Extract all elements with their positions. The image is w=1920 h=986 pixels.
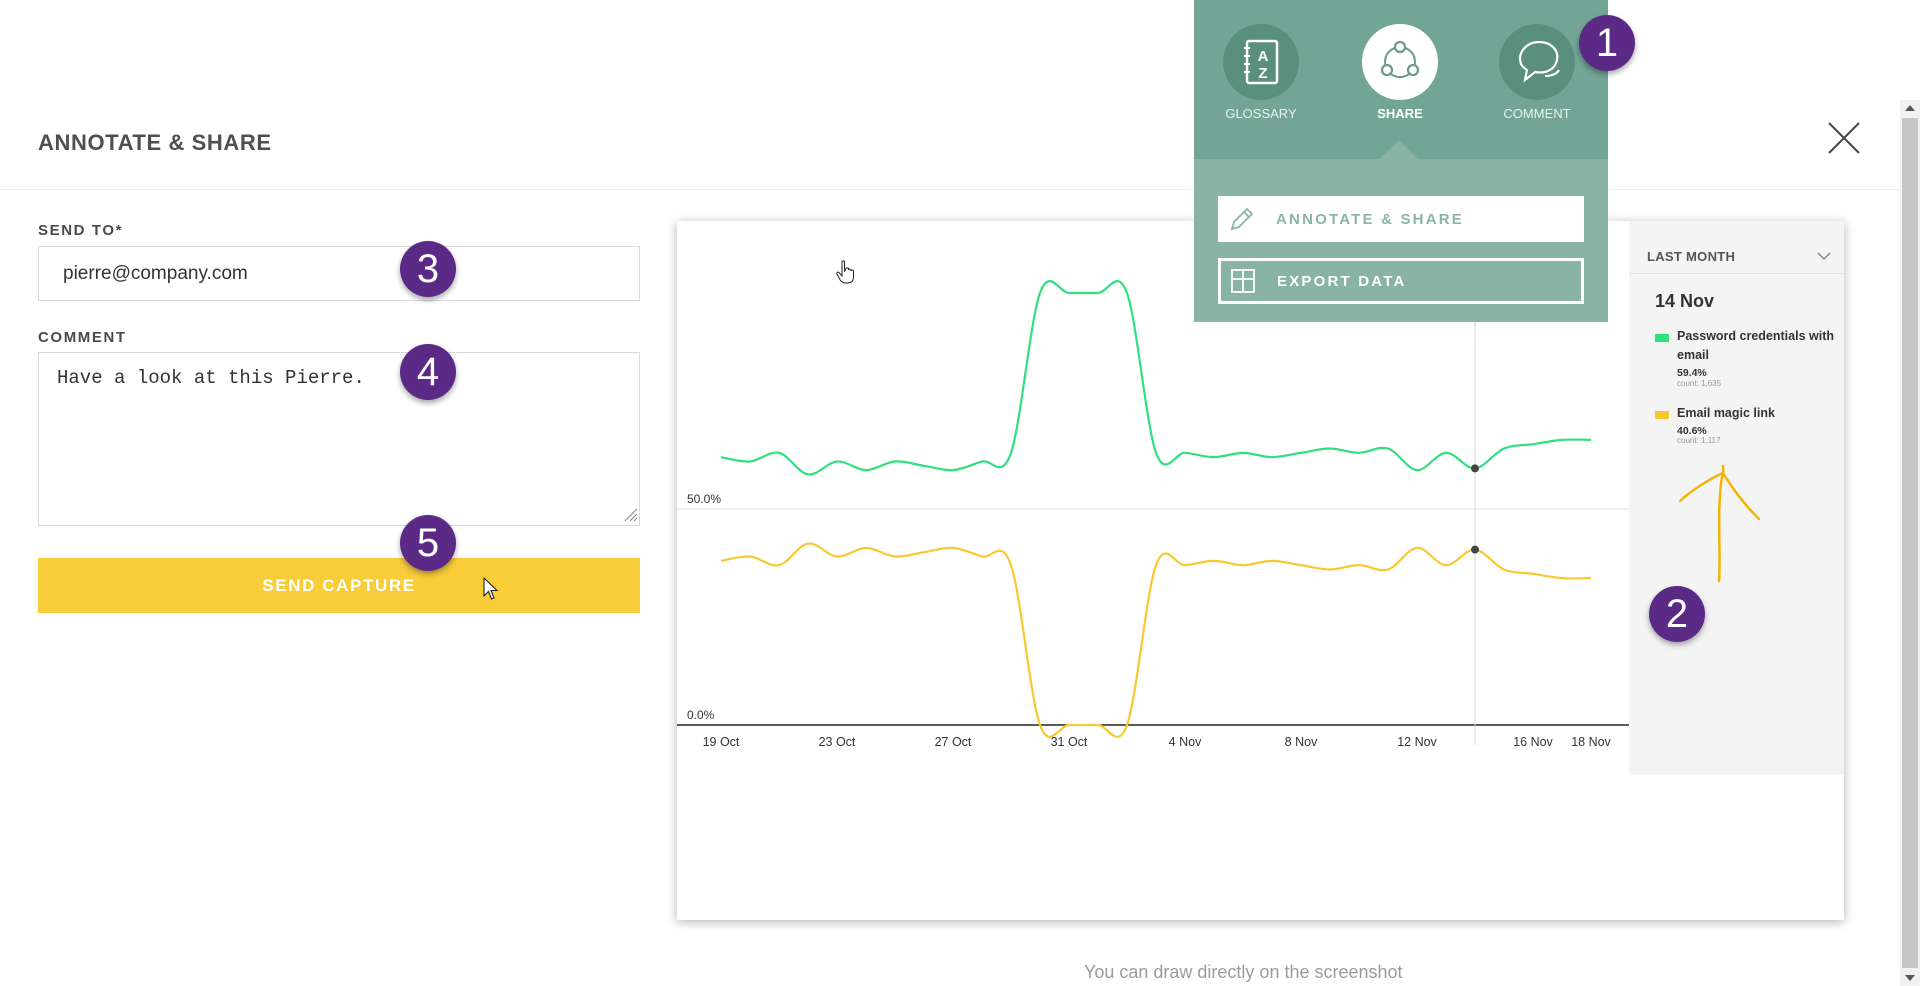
x-tick-label: 19 Oct [703, 735, 740, 749]
scrollbar[interactable] [1900, 100, 1920, 986]
page-title: ANNOTATE & SHARE [38, 130, 272, 155]
scroll-up-icon[interactable] [1905, 105, 1915, 111]
scrollbar-thumb[interactable] [1902, 118, 1918, 968]
comment-textarea[interactable] [38, 352, 640, 526]
scroll-down-icon[interactable] [1905, 975, 1915, 981]
x-tick-label: 4 Nov [1169, 735, 1202, 749]
legend-swatch-magic-link [1655, 411, 1669, 419]
annotate-share-option[interactable]: ANNOTATE & SHARE [1218, 196, 1584, 242]
glossary-button[interactable]: A Z [1223, 24, 1299, 100]
highlight-point-0 [1471, 464, 1479, 473]
highlight-point-1 [1471, 545, 1479, 554]
export-data-option[interactable]: EXPORT DATA [1218, 258, 1584, 304]
legend-name-magic-link: Email magic link [1677, 406, 1775, 420]
chart: 0.0% 50.0% 19 Oct 23 Oct 27 Oct 31 Oct 4 Nov 8 … [677, 280, 1629, 749]
range-dropdown-label[interactable]: LAST MONTH [1647, 249, 1736, 264]
share-label: SHARE [1377, 106, 1423, 121]
x-tick-label: 18 Nov [1571, 735, 1611, 749]
comment-button[interactable] [1499, 24, 1575, 100]
hand-drawn-arrow-annotation [1678, 464, 1761, 583]
share-button[interactable] [1362, 24, 1438, 100]
step-badge-3: 3 [400, 241, 456, 297]
x-tick-label: 27 Oct [935, 735, 972, 749]
arrow-cursor-icon [483, 577, 499, 600]
step-badge-5: 5 [400, 515, 456, 571]
pencil-icon [1230, 207, 1254, 231]
x-tick-label: 8 Nov [1285, 735, 1318, 749]
share-menu: A Z GLOSSARY SHARE COMMENT ANNO [1194, 0, 1608, 322]
legend-percent-magic-link: 40.6% [1677, 425, 1707, 437]
y-tick-label: 50.0% [687, 492, 721, 506]
x-tick-label: 12 Nov [1397, 735, 1437, 749]
send-to-input[interactable] [38, 246, 640, 301]
x-tick-label: 23 Oct [819, 735, 856, 749]
x-tick-label: 31 Oct [1051, 735, 1088, 749]
send-capture-button[interactable]: SEND CAPTURE [38, 558, 640, 613]
close-icon[interactable] [1826, 120, 1862, 156]
export-data-label: EXPORT DATA [1277, 273, 1407, 290]
step-badge-1: 1 [1579, 15, 1635, 71]
legend-count-magic-link: count: 1,117 [1677, 436, 1721, 445]
table-icon [1231, 269, 1255, 293]
glossary-book-icon: A Z [1244, 39, 1279, 85]
x-tick-label: 16 Nov [1513, 735, 1553, 749]
close-button[interactable] [1826, 120, 1862, 156]
y-tick-label: 0.0% [687, 708, 715, 722]
speech-bubbles-icon [1519, 40, 1560, 83]
legend-name-password: Password credentials with email [1677, 329, 1834, 362]
legend-swatch-password [1655, 334, 1669, 342]
legend-divider [1629, 273, 1844, 274]
send-to-label: SEND TO* [38, 222, 124, 239]
series-line-1 [720, 542, 1592, 738]
share-menu-pointer [1380, 140, 1418, 159]
legend-date: 14 Nov [1655, 291, 1715, 311]
step-badge-2: 2 [1649, 586, 1705, 642]
svg-text:A: A [1258, 48, 1269, 65]
legend-count-password: count: 1,635 [1677, 379, 1722, 388]
header-divider [0, 189, 1900, 190]
comment-tab-label: COMMENT [1503, 106, 1571, 121]
legend-percent-password: 59.4% [1677, 367, 1707, 379]
chevron-down-icon[interactable] [1817, 251, 1831, 261]
svg-text:Z: Z [1258, 65, 1267, 82]
resize-grip-icon[interactable] [622, 506, 638, 522]
draw-hint: You can draw directly on the screenshot [1084, 962, 1403, 982]
series-line-0 [720, 280, 1592, 476]
glossary-label: GLOSSARY [1225, 106, 1297, 121]
comment-label: COMMENT [38, 329, 127, 346]
legend-panel: LAST MONTH 14 Nov Password credentials w… [1629, 221, 1844, 775]
share-menu-tabs: A Z GLOSSARY SHARE COMMENT [1194, 0, 1608, 159]
step-badge-4: 4 [400, 344, 456, 400]
annotate-share-label: ANNOTATE & SHARE [1276, 211, 1464, 228]
share-network-icon [1380, 40, 1420, 78]
hand-cursor-icon [836, 260, 854, 284]
